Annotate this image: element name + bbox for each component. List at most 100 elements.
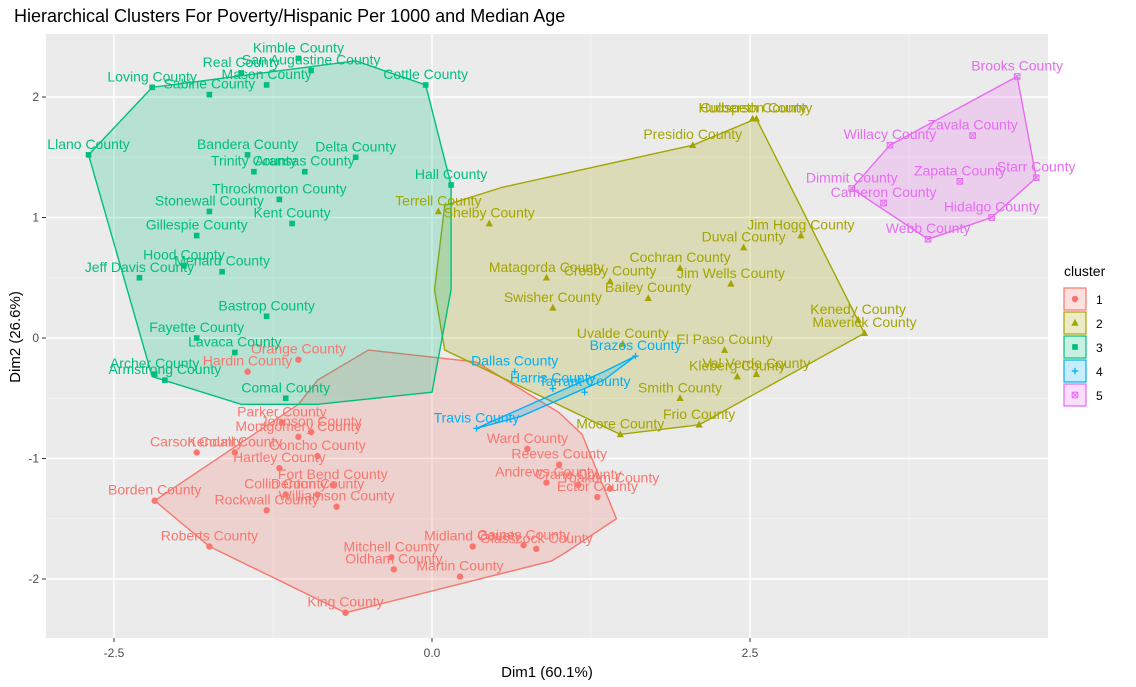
x-axis-label: Dim1 (60.1%) <box>501 664 593 681</box>
point-cluster-3 <box>276 196 283 203</box>
point-label: Trinity County <box>211 153 297 169</box>
point-cluster-3 <box>295 55 302 62</box>
point-label: Jim Hogg County <box>747 217 854 233</box>
x-tick-label: -2.5 <box>104 646 125 660</box>
point-label: Orange County <box>251 341 346 357</box>
point-label: Travis County <box>434 409 520 425</box>
point-label: Jim Wells County <box>677 265 785 281</box>
point-cluster-1 <box>390 566 398 573</box>
point-cluster-2 <box>854 315 862 323</box>
point-label: Webb County <box>886 220 971 236</box>
cluster-hull-4 <box>476 355 636 430</box>
point-label: Ector County <box>557 478 638 494</box>
point-cluster-3 <box>302 168 308 175</box>
point-label: Rockwall County <box>215 491 319 507</box>
chart-title: Hierarchical Clusters For Poverty/Hispan… <box>14 6 565 26</box>
point-label: Bastrop County <box>218 297 315 313</box>
point-cluster-3 <box>162 377 168 383</box>
point-labels: Borden County Roberts County King County Ol… <box>47 39 1075 609</box>
point-label: Moore County <box>576 415 664 431</box>
point-label: Collin County <box>244 476 327 492</box>
point-cluster-3 <box>149 84 155 91</box>
x-tick-label: 0.0 <box>424 646 441 660</box>
point-label: Dallas County <box>471 353 558 369</box>
point-cluster-3 <box>206 208 213 215</box>
point-label: Bandera County <box>197 136 298 152</box>
point-cluster-2 <box>434 207 442 215</box>
point-cluster-1 <box>556 461 563 468</box>
point-label: El Paso County <box>676 331 773 347</box>
point-label: Hartley County <box>233 449 326 465</box>
y-tick-label: -1 <box>28 452 39 466</box>
point-cluster-3 <box>282 395 289 402</box>
point-cluster-1 <box>295 433 302 441</box>
point-cluster-2 <box>748 114 757 122</box>
point-cluster-1 <box>244 368 251 375</box>
y-tick-label: -2 <box>28 572 39 586</box>
legend-marker-3 <box>1072 344 1078 350</box>
y-tick-label: 0 <box>32 331 39 345</box>
point-label: Hardin County <box>203 353 293 369</box>
point-cluster-3 <box>289 220 295 227</box>
point-cluster-4 <box>549 385 557 392</box>
point-label: Frio County <box>663 406 735 422</box>
legend-marker-4 <box>1071 367 1079 375</box>
point-label: Martin County <box>416 558 503 574</box>
point-label: Johnson County <box>261 413 362 429</box>
point-label: Denton County <box>271 476 364 492</box>
point-cluster-2 <box>860 329 869 336</box>
point-cluster-3 <box>193 335 200 341</box>
point-cluster-3 <box>244 152 251 158</box>
point-cluster-2 <box>695 420 703 428</box>
point-label: Cottle County <box>383 66 468 82</box>
point-label: King County <box>307 594 383 610</box>
point-label: Maverick County <box>812 314 916 330</box>
point-label: Kenedy County <box>810 301 906 317</box>
point-cluster-3 <box>308 67 314 74</box>
point-cluster-1 <box>594 493 601 501</box>
legend-entry-3: 3 <box>1063 335 1103 359</box>
point-cluster-2 <box>740 243 748 251</box>
legend-label: 4 <box>1096 365 1103 379</box>
cluster-hull-3 <box>87 60 452 405</box>
legend-marker-1 <box>1071 295 1079 303</box>
point-cluster-1 <box>333 503 340 510</box>
point-label: Zapata County <box>914 162 1006 178</box>
cluster-hulls <box>87 60 1037 614</box>
point-label: Willacy County <box>844 126 937 142</box>
point-cluster-2 <box>752 370 760 377</box>
point-cluster-3 <box>251 168 257 175</box>
point-cluster-1 <box>388 554 395 561</box>
point-label: Glasscock County <box>480 530 593 546</box>
point-label: Kent County <box>254 205 331 221</box>
point-label: Throckmorton County <box>212 180 347 196</box>
point-cluster-2 <box>797 231 805 239</box>
legend: cluster 1 2 3 4 5 <box>1063 263 1106 407</box>
legend-title: cluster <box>1064 263 1106 279</box>
point-label: San Augustine County <box>242 51 381 67</box>
legend-label: 3 <box>1096 341 1103 355</box>
point-label: Jeff Davis County <box>85 259 194 275</box>
point-label: Mitchell County <box>343 538 439 554</box>
point-label: Dimmit County <box>806 170 898 186</box>
point-label: Parker County <box>237 403 326 419</box>
legend-marker-5 <box>1071 391 1079 399</box>
point-cluster-1 <box>329 481 336 489</box>
point-cluster-1 <box>278 419 286 426</box>
point-cluster-3 <box>219 268 225 275</box>
point-cluster-1 <box>193 449 200 456</box>
point-cluster-3 <box>232 349 238 356</box>
legend-entry-4: 4 <box>1063 359 1103 383</box>
point-label: Kleberg County <box>689 358 786 374</box>
point-cluster-5 <box>956 178 964 185</box>
point-cluster-2 <box>733 372 741 380</box>
point-label: Matagorda County <box>489 259 604 275</box>
point-label: Terrell County <box>395 192 481 208</box>
point-cluster-3 <box>352 154 359 161</box>
x-axis-ticks: -2.5 0.0 2.5 <box>104 638 759 660</box>
grid-lines <box>46 34 1048 638</box>
point-label: Kendall County <box>187 433 282 449</box>
point-cluster-2 <box>485 219 493 227</box>
point-cluster-2 <box>542 273 551 281</box>
